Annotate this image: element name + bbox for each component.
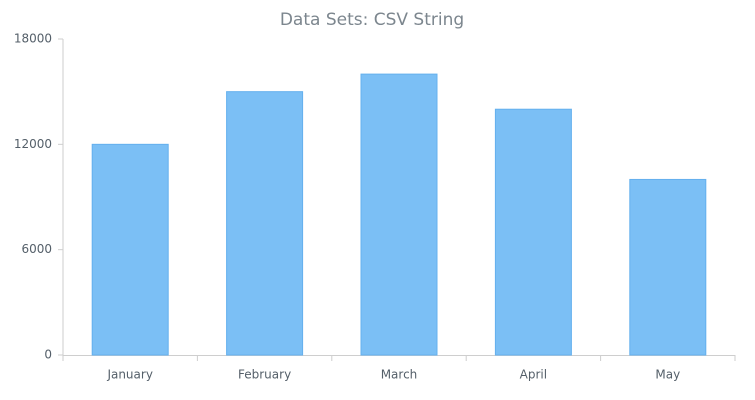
y-tick-label: 12000: [14, 137, 52, 151]
y-tick-label: 18000: [14, 32, 52, 46]
x-tick-label: May: [655, 368, 680, 382]
bar: [494, 108, 572, 356]
x-tick-label: March: [381, 368, 418, 382]
x-tick-label: January: [106, 368, 153, 382]
bar: [629, 178, 707, 356]
y-tick-label: 6000: [21, 242, 52, 256]
bar: [360, 73, 438, 356]
x-tick-label: April: [520, 368, 547, 382]
bar: [91, 143, 169, 356]
bar: [226, 91, 304, 356]
x-tick-label: February: [238, 368, 291, 382]
chart-title: Data Sets: CSV String: [280, 10, 464, 30]
y-tick-label: 0: [44, 348, 52, 362]
